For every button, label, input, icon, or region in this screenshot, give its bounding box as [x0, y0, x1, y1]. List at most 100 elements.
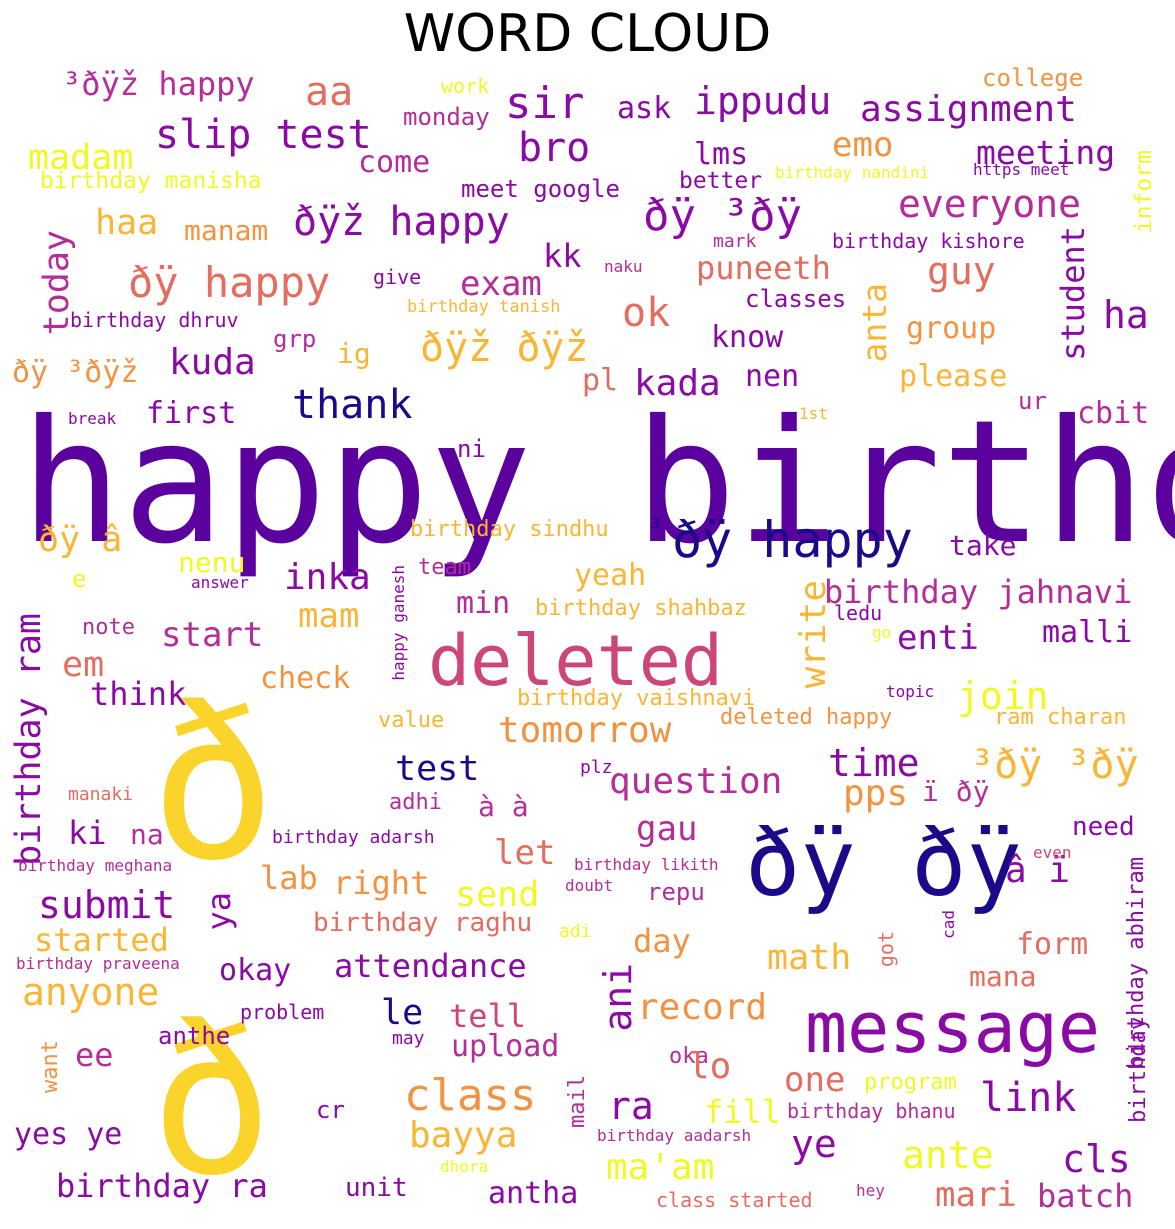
cloud-word: think [90, 675, 187, 713]
cloud-word: antha [488, 1176, 579, 1211]
cloud-word: thank [292, 382, 413, 428]
cloud-word: plz [580, 757, 613, 778]
cloud-word: ra [608, 1084, 654, 1128]
cloud-word: ðÿ happy [128, 258, 331, 307]
cloud-word: sir [505, 78, 585, 129]
cloud-word: madam [28, 138, 134, 178]
cloud-word: note [82, 615, 135, 640]
cloud-word: program [864, 1070, 957, 1095]
cloud-word: happy birthday [20, 384, 1175, 582]
cloud-word: tomorrow [498, 710, 672, 751]
cloud-word: exam [460, 264, 542, 304]
cloud-word: assignment [860, 89, 1077, 130]
cloud-word: kk [543, 237, 582, 275]
cloud-word: â ï [1005, 850, 1071, 891]
cloud-word: tell [449, 997, 527, 1035]
cloud-word: monday [403, 103, 490, 131]
cloud-word: ki [68, 814, 107, 852]
cloud-word: inka [284, 557, 371, 598]
cloud-word: birthday jahnavi [824, 573, 1133, 611]
cloud-word: topic [886, 682, 935, 701]
cloud-word: e [72, 565, 87, 593]
cloud-word: upload [451, 1029, 560, 1064]
cloud-word: ³ðÿž happy [62, 65, 255, 103]
cloud-word: unit [345, 1173, 408, 1203]
cloud-word: birthday kishore [832, 229, 1025, 253]
cloud-word: ram charan [994, 705, 1127, 730]
cloud-word: ð [150, 983, 274, 1221]
cloud-word: repu [647, 878, 705, 906]
cloud-word: record [637, 987, 768, 1028]
cloud-word: lab [260, 859, 318, 897]
cloud-word: cr [316, 1096, 345, 1124]
cloud-word: pps [843, 773, 909, 814]
cloud-word: birthday ra [56, 1167, 268, 1205]
cloud-word: mam [298, 596, 360, 636]
cloud-word: question [609, 761, 783, 802]
cloud-word: send [455, 875, 540, 915]
cloud-word: ani [596, 963, 640, 1032]
cloud-word: na [130, 818, 164, 851]
cloud-word: anta [855, 283, 894, 363]
cloud-word: birthday meghana [18, 856, 173, 875]
cloud-word: enti [897, 618, 979, 658]
cloud-word: go [872, 623, 892, 642]
cloud-word: let [494, 833, 556, 873]
cloud-word: ðÿ ³ðÿž [12, 355, 139, 390]
cloud-word: malli [1042, 615, 1133, 650]
cloud-word: okay [219, 953, 292, 988]
cloud-word: fill [704, 1093, 782, 1131]
cloud-word: class started [656, 1188, 813, 1212]
cloud-word: dhora [440, 1157, 489, 1176]
cloud-word: birthday ram [9, 613, 49, 866]
cloud-word: meet google [461, 175, 620, 203]
cloud-word: ð [150, 662, 277, 907]
cloud-word: attendance [334, 947, 527, 985]
cloud-word: birthday dhruv [70, 308, 239, 332]
cloud-word: write [793, 580, 834, 689]
cloud-word: cbit [1077, 396, 1150, 431]
cloud-word: ni [457, 435, 486, 463]
cloud-word: ye [791, 1122, 837, 1166]
cloud-word: give [373, 265, 422, 289]
cloud-word: ledu [834, 601, 883, 625]
cloud-word: mana [969, 960, 1037, 993]
cloud-word: classes [745, 285, 847, 313]
cloud-word: le [381, 993, 424, 1033]
cloud-word: bayya [409, 1115, 518, 1156]
cloud-word: anyone [22, 970, 160, 1014]
cloud-word: test [395, 749, 480, 789]
cloud-word: bro [518, 125, 591, 171]
cloud-word: ig [337, 337, 371, 370]
cloud-word: https meet [973, 160, 1070, 179]
cloud-word: slip test [155, 112, 372, 158]
cloud-word: check [260, 661, 351, 696]
cloud-word: ya [200, 892, 238, 931]
cloud-word: inform [1131, 150, 1157, 234]
cloud-word: break [68, 409, 117, 428]
cloud-word: ante [902, 1133, 994, 1177]
cloud-word: nenu [178, 546, 246, 579]
cloud-word: birthday praveena [16, 954, 180, 973]
cloud-word: guy [927, 249, 996, 293]
cloud-word: nen [745, 359, 800, 394]
cloud-word: team [418, 555, 471, 580]
cloud-word: first [146, 396, 237, 431]
cloud-word: problem [240, 1000, 325, 1024]
cloud-word: ðÿ ³ðÿ [643, 190, 802, 241]
cloud-word: birthday manisha [40, 168, 262, 194]
page-title: WORD CLOUD [403, 4, 772, 64]
cloud-word: adi [559, 921, 592, 942]
cloud-word: ur [1018, 387, 1047, 415]
cloud-word: time [828, 741, 920, 785]
cloud-word: em [62, 645, 105, 685]
cloud-word: ³ðÿ ³ðÿ [970, 742, 1139, 788]
cloud-word: naku [604, 257, 643, 276]
cloud-word: mail [565, 1075, 590, 1128]
cloud-word: birthday tanish [407, 297, 561, 317]
cloud-word: birthday likith [574, 855, 719, 874]
cloud-word: birthday aadarsh [597, 1126, 752, 1145]
cloud-word: oka [669, 1044, 709, 1069]
cloud-word: hey [856, 1181, 885, 1200]
